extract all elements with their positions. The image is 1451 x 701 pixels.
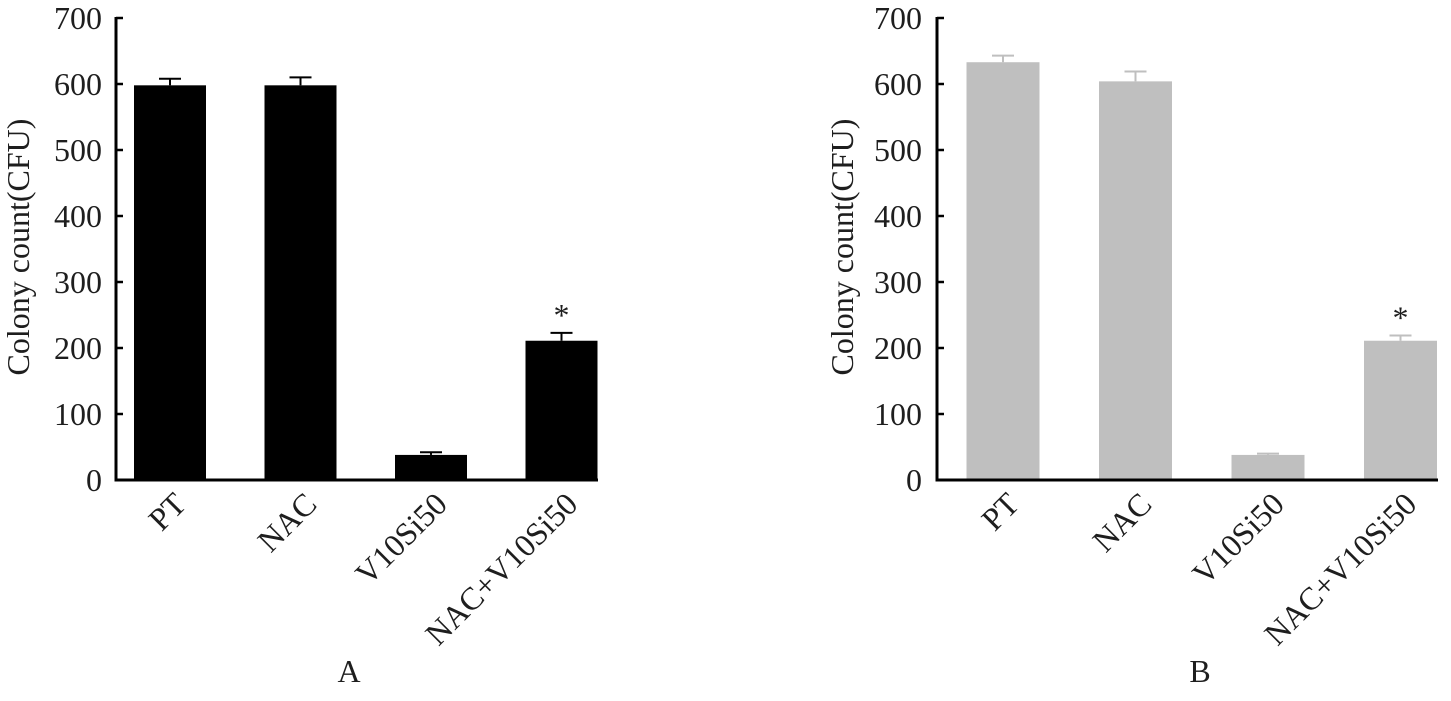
y-tick-label-400: 400 [54, 198, 102, 234]
y-tick-label-700: 700 [874, 0, 922, 36]
y-tick-label-200: 200 [54, 330, 102, 366]
y-tick-label-500: 500 [54, 132, 102, 168]
bar-pt [966, 62, 1040, 480]
bar-nac [1099, 81, 1172, 481]
significance-marker: * [554, 297, 570, 333]
bar-nac-v10si50 [1364, 340, 1437, 480]
x-tick-label-v10si50: V10Si50 [1185, 485, 1291, 591]
chart-panel-a: PT NAC V10Si50NAC+V10Si50*0100200300400500… [0, 0, 598, 689]
y-tick-label-100: 100 [874, 396, 922, 432]
panel-label: A [337, 653, 360, 689]
x-tick-label-v10si50: V10Si50 [348, 485, 454, 591]
y-tick-label-0: 0 [906, 462, 922, 498]
x-tick-label-nac: NAC [250, 485, 323, 558]
bar-pt [134, 85, 206, 480]
y-tick-label-200: 200 [874, 330, 922, 366]
error-bar-nac [1124, 70, 1147, 82]
y-axis-label: Colony count(CFU) [0, 119, 36, 376]
x-tick-label-pt: PT [141, 485, 193, 537]
y-tick-label-700: 700 [54, 0, 102, 36]
significance-marker: * [1393, 299, 1409, 335]
y-tick-label-600: 600 [874, 66, 922, 102]
error-bar-nac-v10si50 [550, 331, 573, 341]
y-tick-label-400: 400 [874, 198, 922, 234]
y-tick-label-100: 100 [54, 396, 102, 432]
bar-v10si50 [395, 454, 467, 480]
bar-v10si50 [1231, 454, 1305, 480]
bar-nac [264, 85, 337, 480]
error-bar-nac-v10si50 [1389, 334, 1412, 341]
chart-panel-b: PT NAC V10Si50NAC+V10Si50*0100200300400500… [824, 0, 1438, 689]
y-tick-label-300: 300 [54, 264, 102, 300]
y-tick-label-600: 600 [54, 66, 102, 102]
error-bar-v10si50 [1257, 452, 1279, 455]
y-axis-label: Colony count(CFU) [824, 119, 860, 376]
x-tick-label-pt: PT [974, 485, 1026, 537]
y-tick-label-500: 500 [874, 132, 922, 168]
error-bar-v10si50 [420, 451, 442, 455]
error-bar-pt [159, 77, 181, 86]
error-bar-nac [289, 76, 312, 86]
panel-label: B [1189, 653, 1210, 689]
bar-nac-v10si50 [525, 340, 598, 480]
error-bar-pt [992, 54, 1014, 63]
x-tick-label-nac: NAC [1085, 485, 1158, 558]
y-tick-label-300: 300 [874, 264, 922, 300]
y-tick-label-0: 0 [86, 462, 102, 498]
